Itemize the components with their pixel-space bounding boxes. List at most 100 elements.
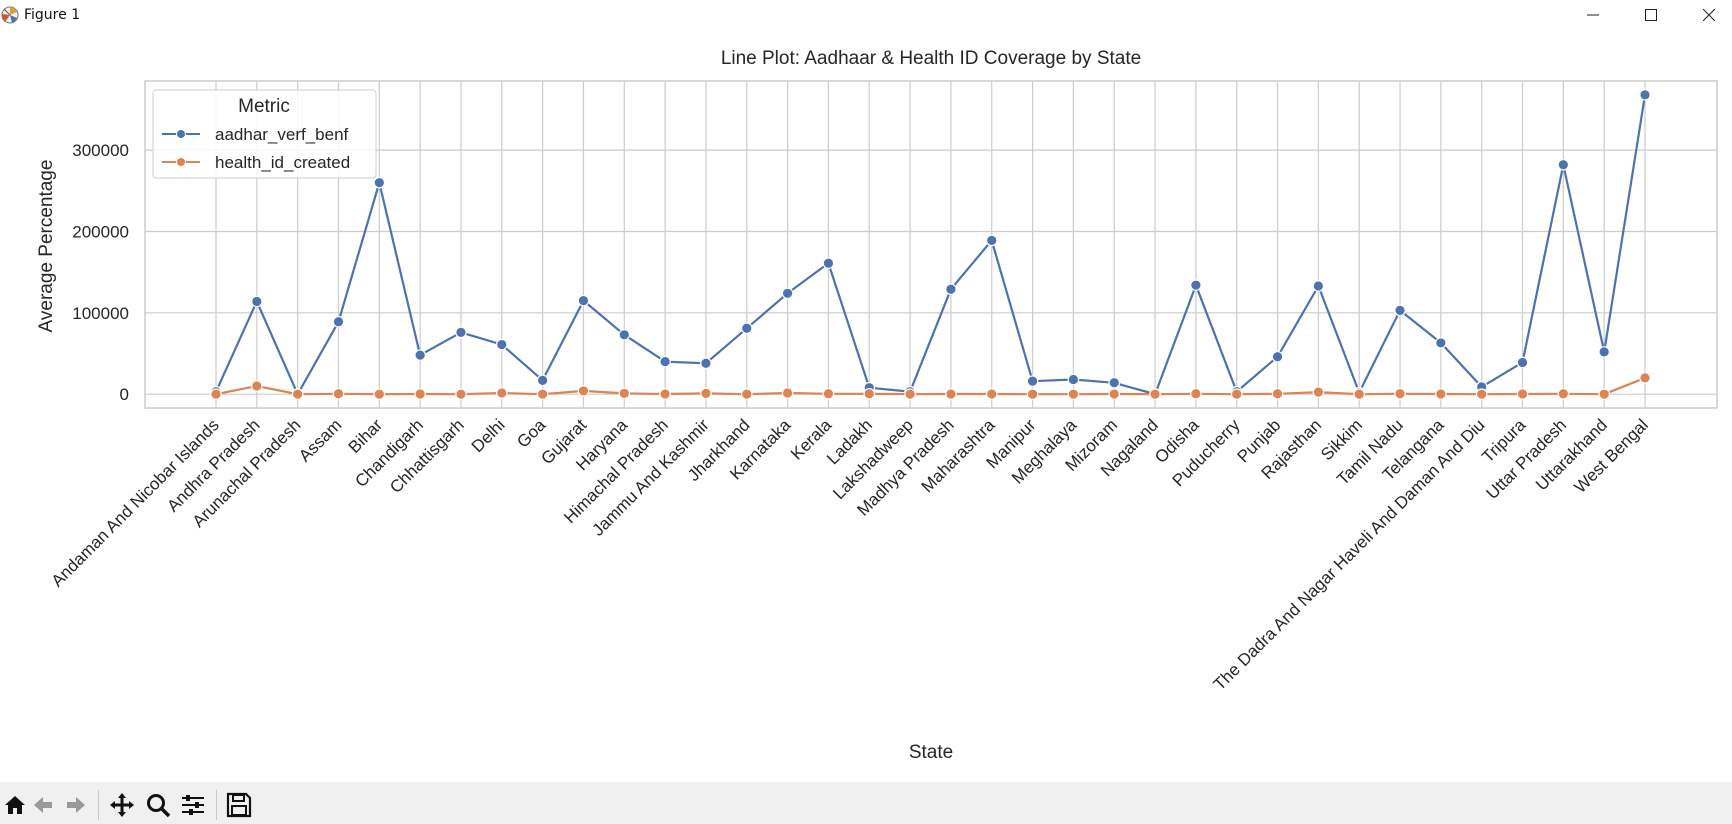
data-point: [577, 385, 590, 397]
data-point: [1516, 388, 1529, 400]
data-point: [904, 388, 916, 400]
navigation-toolbar: [0, 782, 1732, 824]
y-tick-label: 200000: [72, 222, 129, 241]
x-tick-label: Delhi: [468, 415, 509, 456]
data-point: [536, 388, 549, 400]
data-point: [781, 387, 794, 399]
y-tick-label: 0: [120, 385, 129, 404]
data-point: [495, 338, 508, 351]
data-point: [659, 388, 671, 400]
minimize-icon: [1587, 14, 1599, 16]
figure-canvas: 0 100000 200000 300000 Andaman And Nicobar …: [36, 48, 1718, 763]
data-point: [1394, 304, 1406, 317]
data-point: [251, 380, 263, 392]
minimize-button[interactable]: [1564, 0, 1622, 30]
data-point: [1312, 386, 1325, 398]
data-point: [373, 388, 386, 400]
y-tick-label: 100000: [72, 304, 129, 323]
pan-icon: [110, 793, 134, 817]
data-point: [1639, 89, 1651, 101]
x-tick-label: Assam: [295, 415, 345, 465]
data-point: [1394, 387, 1406, 400]
data-point: [1190, 279, 1202, 291]
data-point: [618, 328, 631, 341]
back-arrow-icon: [34, 797, 52, 813]
data-point: [495, 387, 508, 399]
data-point: [822, 387, 835, 400]
data-point: [455, 326, 467, 339]
data-point: [1026, 375, 1039, 387]
series-line: [214, 94, 1647, 396]
data-point: [863, 387, 876, 400]
data-point: [1598, 388, 1610, 400]
toolbar-separator: [98, 790, 99, 820]
forward-arrow-icon: [67, 797, 85, 813]
data-point: [414, 388, 426, 400]
data-point: [1108, 388, 1121, 400]
forward-button[interactable]: [61, 790, 91, 820]
configure-subplots-button[interactable]: [178, 790, 208, 820]
data-point: [1230, 388, 1243, 400]
data-point: [1353, 388, 1365, 400]
data-point: [945, 283, 957, 296]
data-point: [1271, 387, 1284, 400]
data-point: [822, 257, 835, 270]
data-point: [659, 355, 671, 368]
data-point: [700, 387, 712, 400]
data-point: [1557, 158, 1570, 171]
data-point: [1557, 387, 1570, 400]
data-point: [1598, 346, 1610, 358]
window-title: Figure 1: [24, 7, 81, 23]
data-point: [1190, 387, 1202, 400]
data-point: [740, 388, 753, 400]
data-point: [985, 234, 998, 247]
y-tick-label: 300000: [72, 141, 129, 160]
save-button[interactable]: [224, 790, 254, 820]
series-line: [215, 376, 1646, 396]
legend: Metric aadhar_verf_benf health_id_create…: [152, 89, 377, 179]
legend-entry-series-1: aadhar_verf_benf: [162, 125, 349, 144]
data-point: [1108, 376, 1121, 389]
home-icon: [5, 796, 25, 814]
close-button[interactable]: [1680, 0, 1732, 30]
data-point: [781, 287, 794, 300]
data-point: [985, 388, 998, 400]
legend-title: Metric: [238, 96, 290, 117]
data-point: [536, 374, 549, 387]
data-point: [700, 357, 712, 370]
data-point: [618, 387, 631, 400]
data-point: [945, 388, 957, 400]
x-tick-label: Goa: [513, 415, 550, 452]
matplotlib-logo-icon: [1, 6, 19, 24]
pan-button[interactable]: [107, 790, 137, 820]
maximize-button[interactable]: [1622, 0, 1680, 30]
title-bar: Figure 1: [0, 0, 1732, 32]
back-button[interactable]: [28, 790, 58, 820]
zoom-icon: [147, 794, 171, 818]
series-1: [210, 89, 1651, 400]
data-point: [577, 294, 590, 307]
data-point: [455, 388, 467, 400]
data-point: [332, 315, 345, 328]
data-point: [1435, 337, 1447, 349]
data-point: [1026, 388, 1039, 400]
data-point: [1067, 373, 1080, 386]
legend-label-series-2: health_id_created: [215, 153, 350, 172]
data-point: [332, 387, 345, 400]
plot-frame: [144, 80, 1718, 409]
zoom-button[interactable]: [143, 790, 173, 820]
data-point: [291, 388, 304, 400]
data-point: [1639, 372, 1651, 384]
x-axis-label: State: [909, 742, 953, 763]
data-point: [1149, 388, 1161, 400]
data-point: [1516, 356, 1529, 369]
save-icon: [226, 792, 252, 818]
y-axis-label: Average Percentage: [36, 160, 57, 333]
data-point: [251, 295, 263, 308]
toolbar-separator: [216, 790, 217, 820]
data-point: [740, 322, 753, 335]
home-button[interactable]: [0, 790, 30, 820]
configure-subplots-icon: [182, 795, 204, 815]
data-point: [373, 176, 386, 189]
data-point: [1271, 350, 1284, 363]
